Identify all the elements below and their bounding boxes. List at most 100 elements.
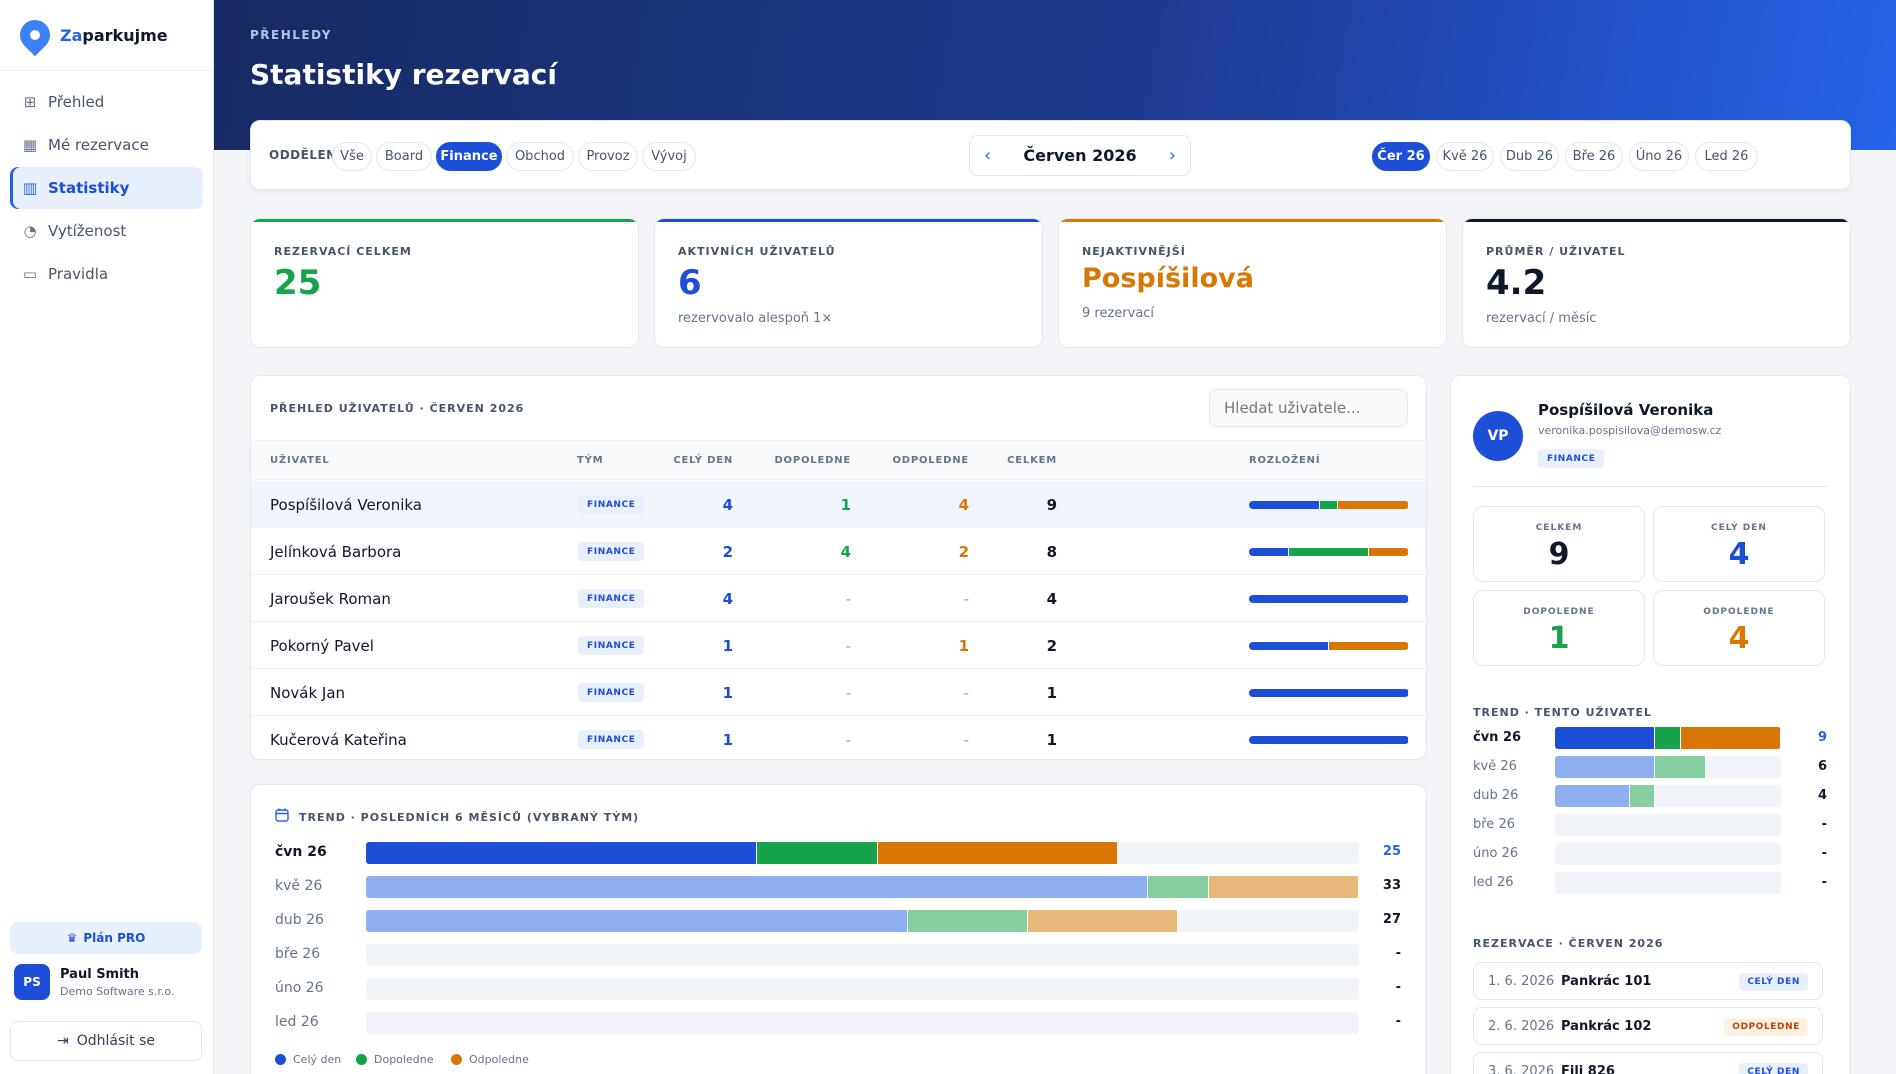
- sidebar-item-label: Vytíženost: [48, 222, 127, 240]
- user-trend-segment-am: [1630, 785, 1656, 807]
- sidebar-nav: ⊞ Přehled ▦ Mé rezervace ▥ Statistiky ◔ Vytížen…: [0, 71, 213, 306]
- trend-total: -: [1395, 946, 1401, 961]
- column-header: DOPOLEDNE: [774, 455, 851, 466]
- trend-month-label: kvě 26: [275, 878, 323, 894]
- trend-total: 33: [1382, 878, 1401, 893]
- department-tab-finance[interactable]: Finance: [436, 142, 502, 171]
- table-row[interactable]: Jelínková Barbora FINANCE 2 4 2 8: [251, 528, 1426, 575]
- kpi-accent: [1463, 219, 1850, 222]
- trend-segment-pm: [1208, 876, 1359, 898]
- bar-chart-icon: ▥: [22, 179, 38, 197]
- sidebar-item-přehled[interactable]: ⊞ Přehled: [10, 81, 203, 123]
- detail-name: Pospíšilová Veronika: [1538, 401, 1714, 419]
- full-count: 1: [722, 637, 733, 655]
- table-row[interactable]: Jaroušek Roman FINANCE 4 - - 4: [251, 575, 1426, 622]
- gauge-icon: ◔: [23, 222, 37, 240]
- search-input[interactable]: [1209, 389, 1408, 427]
- department-tab-vývoj[interactable]: Vývoj: [642, 142, 696, 171]
- column-header: ODPOLEDNE: [892, 455, 969, 466]
- chevron-left-icon[interactable]: ‹: [984, 145, 992, 166]
- department-tab-vše[interactable]: Vše: [332, 142, 372, 171]
- month-tab[interactable]: Bře 26: [1565, 142, 1623, 171]
- trend-bar: [366, 876, 1359, 898]
- trend-row: čvn 26 25: [251, 841, 1426, 865]
- plan-badge[interactable]: ♛ Plán PRO: [10, 922, 202, 954]
- user-name-cell: Pospíšilová Veronika: [270, 496, 422, 514]
- app-logo[interactable]: Zaparkujme: [0, 0, 213, 71]
- user-trend-title: TREND · TENTO UŽIVATEL: [1473, 706, 1653, 719]
- trend-bar: [366, 944, 1359, 966]
- trend-segment-pm: [877, 842, 1119, 864]
- total-count: 9: [1046, 496, 1057, 514]
- reservation-item[interactable]: 3. 6. 2026 Fili 826 CELÝ DEN: [1473, 1052, 1823, 1074]
- detail-stat-card: ODPOLEDNE 4: [1653, 590, 1825, 666]
- department-label: ODDĚLENÍ:: [269, 148, 347, 162]
- am-count: -: [845, 590, 851, 608]
- full-count: 4: [722, 590, 733, 608]
- detail-stat-value: 1: [1548, 621, 1570, 656]
- trend-row: dub 26 27: [251, 909, 1426, 933]
- reservation-item[interactable]: 1. 6. 2026 Pankrác 101 CELÝ DEN: [1473, 962, 1823, 1000]
- reservation-place: Pankrác 101: [1561, 974, 1652, 989]
- sidebar-item-statistiky[interactable]: ▥ Statistiky: [10, 167, 203, 209]
- full-count: 1: [722, 684, 733, 702]
- reservation-type-badge: CELÝ DEN: [1739, 1063, 1808, 1074]
- kpi-value: 25: [274, 263, 322, 303]
- detail-stat-label: DOPOLEDNE: [1523, 607, 1595, 617]
- month-tab[interactable]: Led 26: [1695, 142, 1758, 171]
- chevron-right-icon[interactable]: ›: [1168, 145, 1176, 166]
- distribution-segment-full: [1249, 736, 1409, 744]
- table-row[interactable]: Novák Jan FINANCE 1 - - 1: [251, 669, 1426, 716]
- user-profile[interactable]: PS Paul Smith Demo Software s.r.o.: [14, 964, 174, 1000]
- legend-dot: [275, 1054, 286, 1065]
- avatar: PS: [14, 964, 50, 1000]
- user-trend-total: -: [1821, 875, 1827, 890]
- sidebar-item-pravidla[interactable]: ▭ Pravidla: [10, 253, 203, 295]
- sidebar-item-vytíženost[interactable]: ◔ Vytíženost: [10, 210, 203, 252]
- kpi-card: REZERVACÍ CELKEM 25: [250, 218, 639, 348]
- calendar-icon: [275, 808, 289, 822]
- kpi-accent: [251, 219, 638, 222]
- user-trend-row: úno 26 -: [1473, 843, 1833, 865]
- detail-email[interactable]: veronika.pospisilova@demosw.cz: [1538, 424, 1722, 437]
- calendar-icon: ▦: [22, 136, 38, 154]
- reservation-type-badge: ODPOLEDNE: [1724, 1018, 1808, 1036]
- user-trend-row: dub 26 4: [1473, 785, 1833, 807]
- user-trend-bar: [1555, 814, 1781, 836]
- logout-button[interactable]: ⇥ Odhlásit se: [10, 1021, 202, 1061]
- divider: [1473, 486, 1828, 487]
- legend-label: Odpoledne: [469, 1053, 529, 1066]
- department-tab-board[interactable]: Board: [376, 142, 432, 171]
- pm-count: 4: [958, 496, 969, 514]
- table-row[interactable]: Pospíšilová Veronika FINANCE 4 1 4 9: [251, 481, 1426, 528]
- reservation-item[interactable]: 2. 6. 2026 Pankrác 102 ODPOLEDNE: [1473, 1007, 1823, 1045]
- department-tab-provoz[interactable]: Provoz: [578, 142, 638, 171]
- table-row[interactable]: Kučerová Kateřina FINANCE 1 - - 1: [251, 716, 1426, 759]
- column-header: CELKEM: [1007, 455, 1057, 466]
- team-badge: FINANCE: [578, 495, 645, 514]
- user-trend-bar: [1555, 727, 1781, 749]
- trend-row: úno 26 -: [251, 977, 1426, 1001]
- month-tab[interactable]: Kvě 26: [1436, 142, 1494, 171]
- team-trend-title: TREND · POSLEDNÍCH 6 MĚSÍCŮ (VYBRANÝ TÝM…: [299, 811, 640, 824]
- distribution-segment-full: [1249, 689, 1409, 697]
- user-trend-total: -: [1821, 846, 1827, 861]
- user-trend-segment-full: [1555, 727, 1656, 749]
- department-tab-obchod[interactable]: Obchod: [506, 142, 574, 171]
- team-badge: FINANCE: [578, 542, 645, 561]
- sidebar-item-mé-rezervace[interactable]: ▦ Mé rezervace: [10, 124, 203, 166]
- user-trend-segment-full: [1555, 756, 1656, 778]
- map-pin-icon: [13, 13, 57, 57]
- pm-count: -: [963, 731, 969, 749]
- trend-segment-full: [366, 842, 758, 864]
- users-table-card: PŘEHLED UŽIVATELŮ · ČERVEN 2026 UŽIVATEL…: [250, 375, 1427, 760]
- month-tab[interactable]: Čer 26: [1372, 142, 1430, 171]
- table-row[interactable]: Pokorný Pavel FINANCE 1 - 1 2: [251, 622, 1426, 669]
- trend-row: led 26 -: [251, 1011, 1426, 1035]
- legend-item: Celý den: [275, 1053, 341, 1066]
- user-name-cell: Jaroušek Roman: [270, 590, 391, 608]
- month-tab[interactable]: Úno 26: [1629, 142, 1689, 171]
- month-tab[interactable]: Dub 26: [1500, 142, 1559, 171]
- user-name-cell: Jelínková Barbora: [270, 543, 402, 561]
- team-badge: FINANCE: [578, 589, 645, 608]
